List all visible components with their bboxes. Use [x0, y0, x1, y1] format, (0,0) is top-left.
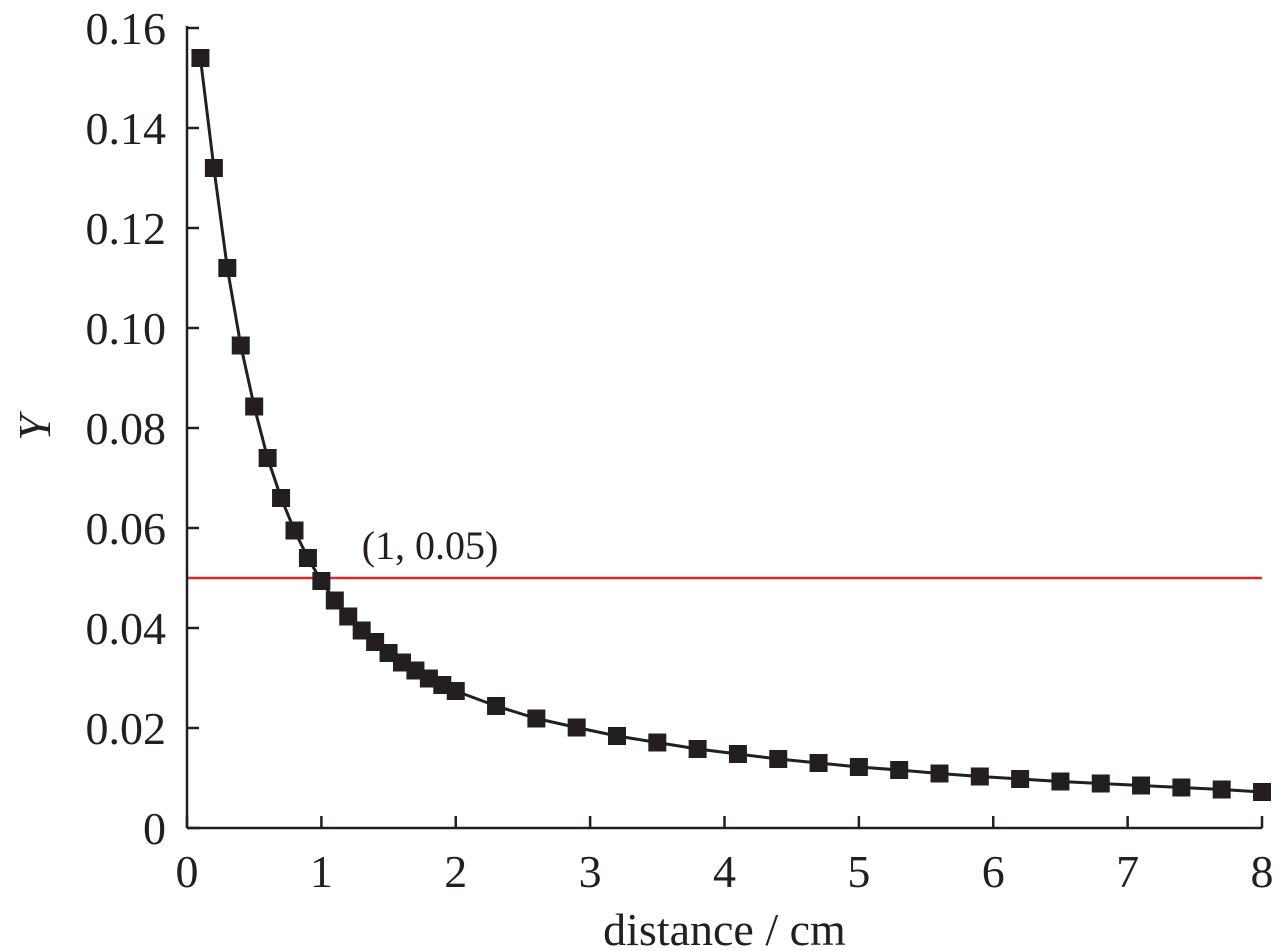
data-point — [849, 758, 868, 776]
data-point — [312, 572, 331, 590]
y-tick-label: 0.08 — [86, 403, 167, 454]
x-tick-label: 3 — [579, 846, 602, 897]
data-point — [890, 761, 909, 779]
series-layer — [191, 49, 1271, 801]
data-point — [446, 682, 465, 700]
data-point — [487, 697, 506, 715]
data-point — [191, 49, 210, 67]
x-tick-label: 7 — [1116, 846, 1139, 897]
y-tick-label: 0.06 — [86, 503, 167, 554]
series-line — [198, 57, 1263, 794]
data-point — [339, 607, 358, 626]
data-point — [608, 727, 626, 745]
x-tick-label: 6 — [982, 846, 1005, 897]
x-tick-label: 8 — [1251, 846, 1274, 897]
data-point — [688, 740, 707, 758]
data-point — [1011, 770, 1030, 788]
data-point — [204, 159, 223, 177]
x-tick-label: 1 — [310, 846, 333, 897]
y-tick-label: 0.16 — [86, 3, 167, 54]
y-tick-label: 0 — [143, 803, 166, 854]
data-point — [1172, 778, 1191, 797]
axes-layer — [185, 26, 1264, 830]
text-layer: distance / cm Y (1, 0.05) 0 1 2 3 4 5 6 7 8 0 0.02… — [9, 3, 1274, 951]
y-tick-label: 0.04 — [86, 603, 167, 654]
data-point — [1132, 776, 1151, 795]
data-point — [258, 449, 277, 467]
data-point — [1051, 772, 1070, 791]
y-tick-label: 0.02 — [86, 703, 167, 754]
data-point — [298, 549, 317, 567]
y-tick-label: 0.12 — [86, 203, 167, 254]
y-tick-label: 0.14 — [86, 103, 167, 154]
data-point — [218, 259, 237, 277]
data-point — [527, 709, 546, 728]
x-axis-title: distance / cm — [603, 904, 846, 951]
data-point — [930, 764, 949, 783]
y-tick-label: 0.10 — [86, 303, 167, 354]
data-point — [325, 591, 344, 610]
data-point — [809, 754, 828, 772]
data-point — [1253, 783, 1271, 801]
data-point — [1091, 774, 1110, 793]
data-point — [272, 489, 291, 507]
data-point — [285, 521, 304, 540]
x-tick-label: 0 — [176, 846, 199, 897]
data-point — [231, 336, 250, 355]
x-tick-label: 5 — [847, 846, 870, 897]
data-point — [567, 718, 586, 737]
reference-annotation: (1, 0.05) — [362, 523, 499, 568]
data-point — [1212, 780, 1231, 799]
data-point — [245, 397, 264, 416]
data-point — [728, 745, 747, 763]
x-tick-label: 2 — [444, 846, 467, 897]
data-point — [769, 750, 788, 768]
y-axis-title: Y — [9, 411, 60, 441]
x-tick-label: 4 — [713, 846, 736, 897]
data-point — [648, 733, 667, 752]
data-point — [970, 767, 989, 786]
